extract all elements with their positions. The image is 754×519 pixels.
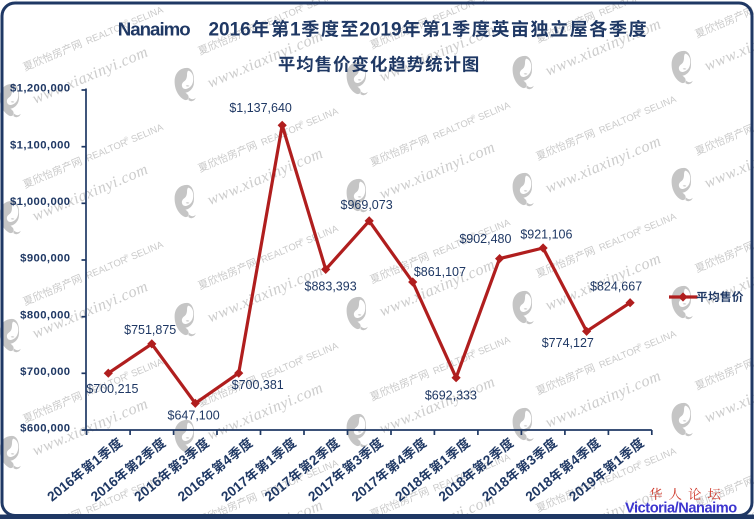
svg-text:®: ® <box>123 135 130 143</box>
svg-text:®: ® <box>636 342 643 350</box>
svg-text:®: ® <box>298 236 305 244</box>
svg-text:®: ® <box>636 224 643 232</box>
svg-text:$1,200,000: $1,200,000 <box>10 83 71 95</box>
svg-text:$1,000,000: $1,000,000 <box>10 196 71 208</box>
svg-text:$692,333: $692,333 <box>425 389 477 403</box>
svg-text:$1,100,000: $1,100,000 <box>10 139 71 151</box>
svg-text:Nanaimo: Nanaimo <box>118 19 191 40</box>
svg-text:$600,000: $600,000 <box>20 423 70 435</box>
svg-text:2016: 2016 <box>208 20 250 41</box>
svg-text:$902,480: $902,480 <box>459 232 511 246</box>
svg-text:®: ® <box>298 2 305 10</box>
svg-text:®: ® <box>123 18 130 26</box>
svg-text:$921,106: $921,106 <box>520 228 572 242</box>
svg-text:®: ® <box>298 471 305 479</box>
svg-text:®: ® <box>123 252 130 260</box>
svg-text:®: ® <box>123 370 130 378</box>
svg-text:®: ® <box>470 348 477 356</box>
svg-text:Victoria/Nanaimo: Victoria/Nanaimo <box>625 501 737 517</box>
svg-text:®: ® <box>298 119 305 127</box>
svg-text:$700,215: $700,215 <box>86 382 138 396</box>
svg-text:$900,000: $900,000 <box>20 253 70 265</box>
svg-text:$774,127: $774,127 <box>542 336 594 350</box>
svg-text:®: ® <box>298 354 305 362</box>
svg-text:$883,393: $883,393 <box>305 279 357 293</box>
svg-text:$700,000: $700,000 <box>20 366 70 378</box>
svg-text:1: 1 <box>290 20 301 41</box>
svg-text:$861,107: $861,107 <box>414 265 466 279</box>
svg-text:$800,000: $800,000 <box>20 309 70 321</box>
svg-text:$1,137,640: $1,137,640 <box>229 101 292 115</box>
svg-text:$969,073: $969,073 <box>341 198 393 212</box>
svg-text:$751,875: $751,875 <box>124 323 176 337</box>
svg-text:$700,381: $700,381 <box>232 378 284 392</box>
svg-text:$824,667: $824,667 <box>590 280 642 294</box>
svg-text:®: ® <box>470 113 477 121</box>
svg-text:®: ® <box>123 487 130 495</box>
svg-text:1: 1 <box>441 20 452 41</box>
svg-text:$647,100: $647,100 <box>168 409 220 423</box>
svg-text:2019: 2019 <box>359 20 401 41</box>
svg-text:®: ® <box>636 107 643 115</box>
svg-text:®: ® <box>636 459 643 467</box>
svg-text:®: ® <box>470 230 477 238</box>
svg-text:®: ® <box>470 465 477 473</box>
